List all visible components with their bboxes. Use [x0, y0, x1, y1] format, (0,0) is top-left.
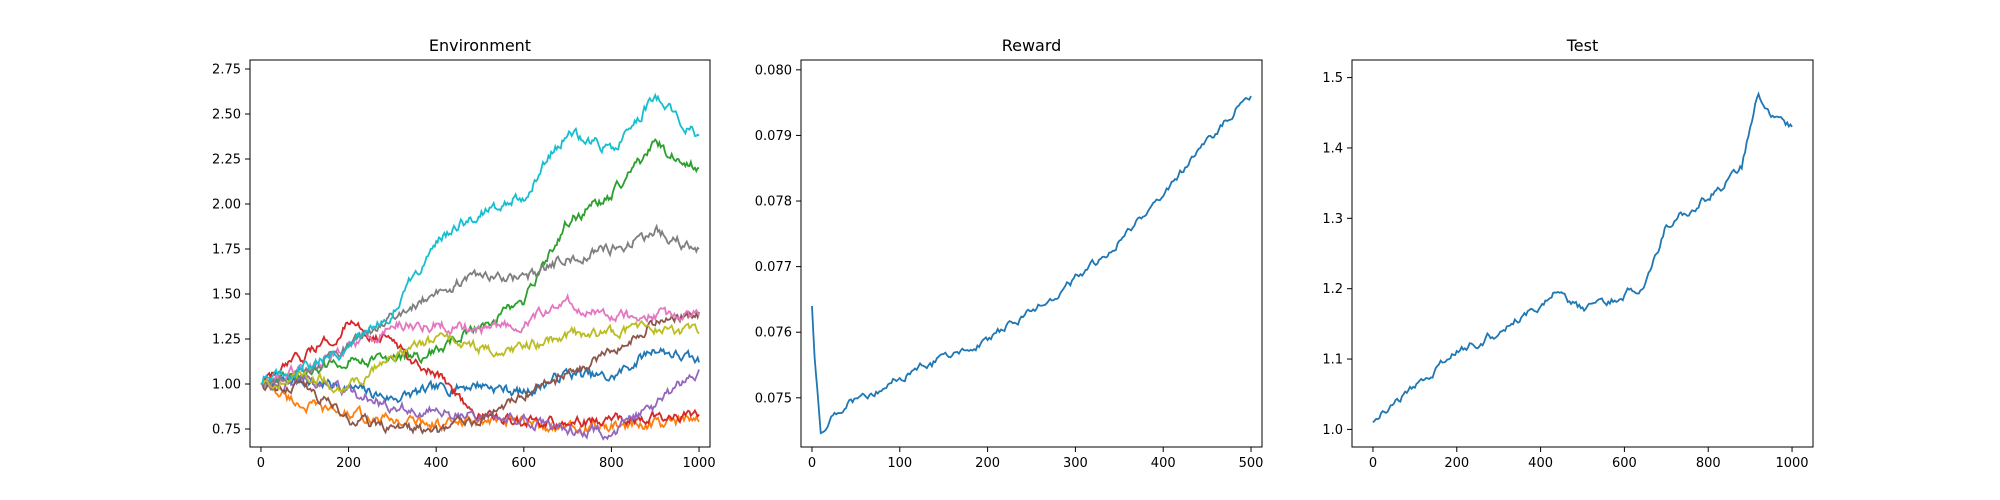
- series-line-8: [260, 223, 700, 388]
- x-tick-label: 500: [1239, 456, 1264, 471]
- y-tick-label: 1.0: [1322, 423, 1343, 438]
- x-tick-label: 400: [424, 456, 449, 471]
- axes-frame: [249, 59, 711, 448]
- x-tick-label: 1000: [683, 456, 716, 471]
- x-tick-label: 400: [1528, 456, 1553, 471]
- x-tick-label: 0: [1369, 456, 1377, 471]
- chart-panel-1: Environment 0 200 400 600 800 1000 0.75 1.00 1.25…: [212, 36, 716, 471]
- series-line-9: [260, 319, 700, 395]
- x-tick-label: 400: [1151, 456, 1176, 471]
- chart-panel-2: Reward 0 100 200 300 400 500 0.075 0.076 0.077 0.0…: [755, 36, 1264, 471]
- x-tick-label: 0: [257, 456, 265, 471]
- y-tick-label: 1.2: [1322, 282, 1343, 297]
- chart-title: Environment: [429, 36, 531, 55]
- y-tick-label: 1.4: [1322, 141, 1343, 156]
- series-line-2: [260, 381, 700, 437]
- y-tick-label: 1.3: [1322, 212, 1343, 227]
- chart-title: Reward: [1002, 36, 1062, 55]
- axes-frame: [800, 59, 1263, 448]
- axes-frame: [1351, 59, 1814, 448]
- x-tick-label: 800: [1696, 456, 1721, 471]
- series-line-1: [1372, 91, 1793, 424]
- y-tick-label: 2.00: [212, 198, 241, 213]
- y-tick-label: 0.075: [755, 391, 792, 406]
- y-tick-label: 0.078: [755, 195, 792, 210]
- series-line-1: [811, 95, 1252, 435]
- chart-panel-3: Test 0 200 400 600 800 1000 1.0 1.1 1.2 1.3 1.4 1.5: [1322, 36, 1814, 471]
- y-tick-label: 0.080: [755, 63, 792, 78]
- y-tick-label: 0.077: [755, 260, 792, 275]
- x-tick-label: 200: [336, 456, 361, 471]
- chart-title: Test: [1566, 36, 1599, 55]
- y-tick-label: 1.50: [212, 288, 241, 303]
- y-tick-label: 2.25: [212, 153, 241, 168]
- y-tick-label: 0.079: [755, 129, 792, 144]
- x-tick-label: 300: [1063, 456, 1088, 471]
- series-line-1: [260, 346, 700, 404]
- series-line-10: [260, 92, 700, 385]
- x-tick-label: 1000: [1775, 456, 1808, 471]
- y-tick-label: 1.1: [1322, 353, 1343, 368]
- x-tick-label: 800: [599, 456, 624, 471]
- series-line-6: [260, 309, 700, 435]
- x-tick-label: 600: [511, 456, 536, 471]
- y-tick-label: 1.25: [212, 333, 241, 348]
- y-tick-label: 0.076: [755, 326, 792, 341]
- y-tick-label: 2.50: [212, 108, 241, 123]
- x-tick-label: 600: [1612, 456, 1637, 471]
- x-tick-label: 200: [975, 456, 1000, 471]
- y-tick-label: 2.75: [212, 63, 241, 78]
- y-tick-label: 0.75: [212, 423, 241, 438]
- series-line-5: [260, 369, 700, 441]
- x-tick-label: 100: [887, 456, 912, 471]
- x-tick-label: 0: [808, 456, 816, 471]
- y-tick-label: 1.75: [212, 243, 241, 258]
- x-tick-label: 200: [1444, 456, 1469, 471]
- y-tick-label: 1.00: [212, 378, 241, 393]
- y-tick-label: 1.5: [1322, 71, 1343, 86]
